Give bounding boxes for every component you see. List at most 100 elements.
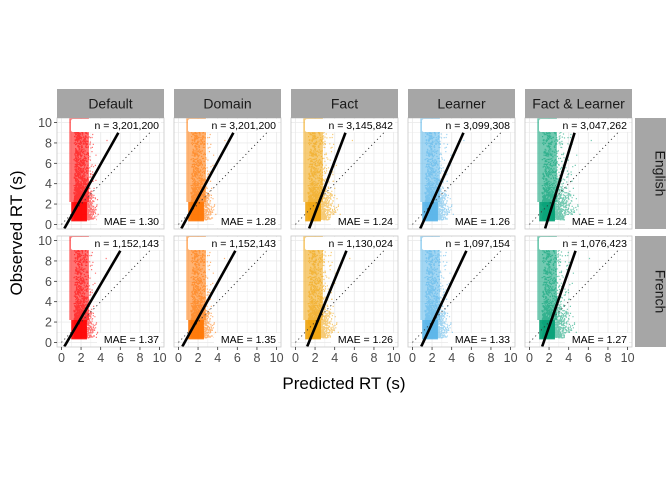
panel-border (290, 235, 399, 348)
n-label-box (71, 119, 161, 132)
x-tick-label: 2 (546, 351, 553, 365)
x-tick-label: 10 (153, 351, 167, 365)
mae-label: MAE = 1.26 (338, 334, 393, 346)
strip-label: French (653, 270, 669, 314)
n-label: n = 3,201,200 (211, 120, 276, 132)
panel-border (173, 235, 282, 348)
fit-line (181, 250, 237, 347)
panel-french-fact: n = 1,130,024 MAE = 1.26 (290, 235, 399, 348)
mae-label: MAE = 1.30 (104, 216, 159, 228)
y-tick-label: 6 (45, 157, 52, 171)
y-tick-label: 0 (45, 336, 52, 350)
fit-line (419, 132, 465, 229)
panel-french-domain: n = 1,152,143 MAE = 1.35 (173, 235, 282, 348)
n-label: n = 1,076,423 (562, 238, 627, 250)
n-label: n = 1,152,143 (94, 238, 159, 250)
mae-label-box (448, 333, 512, 346)
strip-background (635, 118, 666, 229)
fit-line (420, 250, 468, 347)
panel-french-default: n = 1,152,143 MAE = 1.37 (56, 235, 165, 348)
identity-line (295, 240, 394, 343)
mae-label-box (214, 333, 278, 346)
strip-background (408, 89, 515, 118)
panel-english-domain: n = 3,201,200 MAE = 1.28 (173, 117, 282, 230)
panel-border (56, 235, 165, 348)
x-tick-label: 8 (487, 351, 494, 365)
mae-label-box (448, 215, 512, 228)
y-tick-label: 10 (38, 116, 52, 130)
y-tick-label: 4 (45, 177, 52, 191)
dense-point-column (420, 236, 440, 321)
x-tick-label: 4 (565, 351, 572, 365)
dense-point-column (537, 118, 557, 203)
y-tick-label: 0 (45, 218, 52, 232)
strip-english: English (635, 118, 669, 229)
x-tick-label: 0 (292, 351, 299, 365)
strip-learner: Learner (408, 89, 515, 118)
y-tick-label: 8 (45, 254, 52, 268)
point-cloud (186, 236, 226, 340)
n-label-box (305, 237, 395, 250)
x-tick-label: 8 (253, 351, 260, 365)
n-label-box (422, 237, 512, 250)
dense-point-region (71, 320, 87, 340)
strip-background (635, 236, 666, 347)
x-tick-label: 8 (136, 351, 143, 365)
x-tick-label: 0 (58, 351, 65, 365)
mae-label: MAE = 1.24 (572, 216, 627, 228)
n-label-box (188, 119, 278, 132)
mae-label: MAE = 1.28 (221, 216, 276, 228)
mae-label-box (565, 215, 629, 228)
dense-point-column (69, 118, 89, 203)
n-label: n = 1,097,154 (445, 238, 510, 250)
n-label-box (539, 237, 629, 250)
y-tick-label: 6 (45, 275, 52, 289)
mae-label-box (97, 215, 161, 228)
fit-line (307, 132, 347, 229)
x-tick-label: 4 (448, 351, 455, 365)
y-tick-label: 4 (45, 295, 52, 309)
dense-point-column (69, 236, 89, 321)
panel-english-fact-learner: n = 3,047,262 MAE = 1.24 (524, 117, 633, 230)
fit-line (63, 250, 122, 347)
fit-line (543, 132, 576, 229)
n-label-box (539, 119, 629, 132)
n-label: n = 3,145,842 (328, 120, 393, 132)
mae-label: MAE = 1.24 (338, 216, 393, 228)
dense-point-region (188, 320, 204, 340)
mae-label: MAE = 1.33 (455, 334, 510, 346)
x-tick-label: 0 (409, 351, 416, 365)
axes-layer: 0 2 4 6 8 10 0 2 4 6 8 10 0 2 4 6 8 10 0 2 4 6 8 10 0 2 4 6 8 1002468… (38, 116, 634, 365)
x-tick-label: 6 (234, 351, 241, 365)
panel-french-fact-learner: n = 1,076,423 MAE = 1.27 (524, 235, 633, 348)
y-tick-label: 2 (45, 316, 52, 330)
x-tick-label: 4 (331, 351, 338, 365)
strip-label: Domain (203, 96, 251, 112)
x-tick-label: 0 (175, 351, 182, 365)
x-tick-label: 10 (387, 351, 401, 365)
n-label-box (188, 237, 278, 250)
identity-line (61, 122, 160, 225)
x-tick-label: 6 (585, 351, 592, 365)
strip-background (57, 89, 164, 118)
n-label: n = 3,099,308 (445, 120, 510, 132)
identity-line (529, 122, 628, 225)
panel-english-fact: n = 3,145,842 MAE = 1.24 (290, 117, 399, 230)
dense-point-column (420, 118, 440, 203)
mae-label: MAE = 1.27 (572, 334, 627, 346)
identity-line (61, 240, 160, 343)
dense-point-column (537, 236, 557, 321)
x-tick-label: 2 (429, 351, 436, 365)
strip-fact: Fact (291, 89, 398, 118)
x-tick-label: 10 (270, 351, 284, 365)
x-tick-label: 2 (195, 351, 202, 365)
n-label: n = 3,047,262 (562, 120, 627, 132)
fit-line (305, 250, 348, 347)
n-label-box (71, 237, 161, 250)
identity-line (412, 240, 511, 343)
x-tick-label: 4 (214, 351, 221, 365)
identity-line (178, 122, 277, 225)
x-tick-label: 6 (117, 351, 124, 365)
identity-line (412, 122, 511, 225)
